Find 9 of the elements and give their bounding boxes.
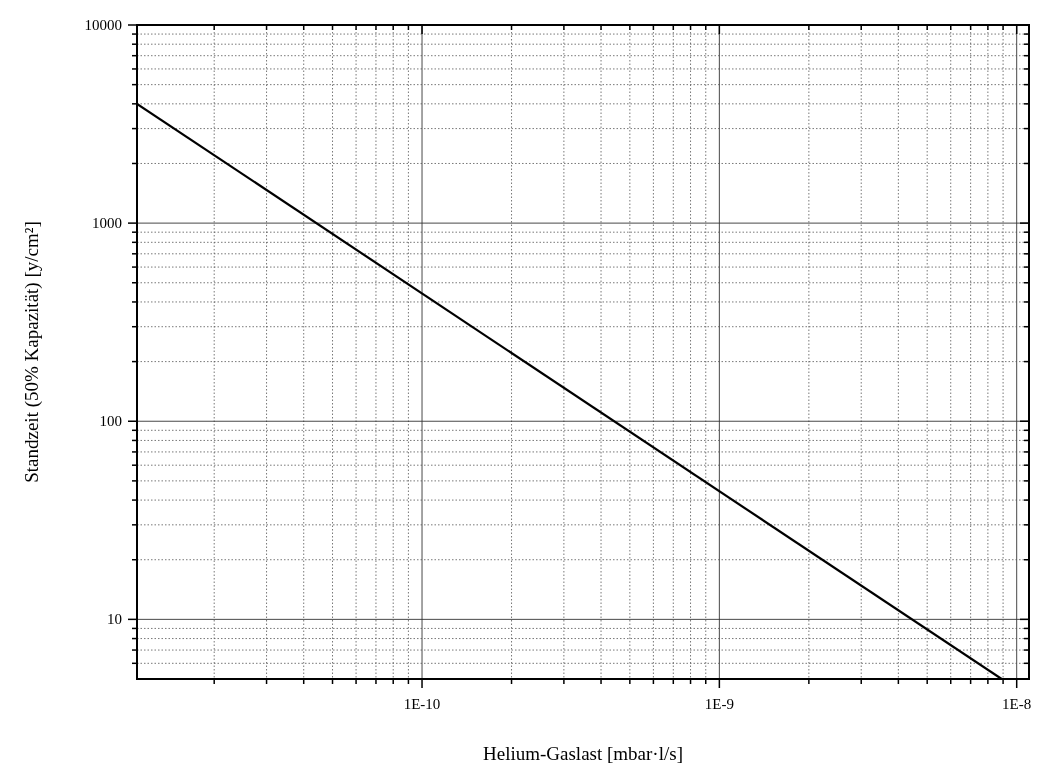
x-axis-title: Helium-Gaslast [mbar·l/s]: [483, 743, 683, 764]
y-tick-label: 100: [99, 413, 122, 430]
x-tick-label: 1E-8: [1002, 696, 1032, 712]
y-tick-label: 10000: [84, 17, 122, 33]
y-tick-label: 1000: [92, 215, 122, 232]
x-tick-label: 1E-9: [704, 696, 734, 712]
y-tick-label: 10: [107, 611, 122, 628]
y-axis-title: Standzeit (50% Kapazität) [y/cm²]: [21, 221, 43, 483]
x-tick-label: 1E-10: [403, 696, 441, 712]
